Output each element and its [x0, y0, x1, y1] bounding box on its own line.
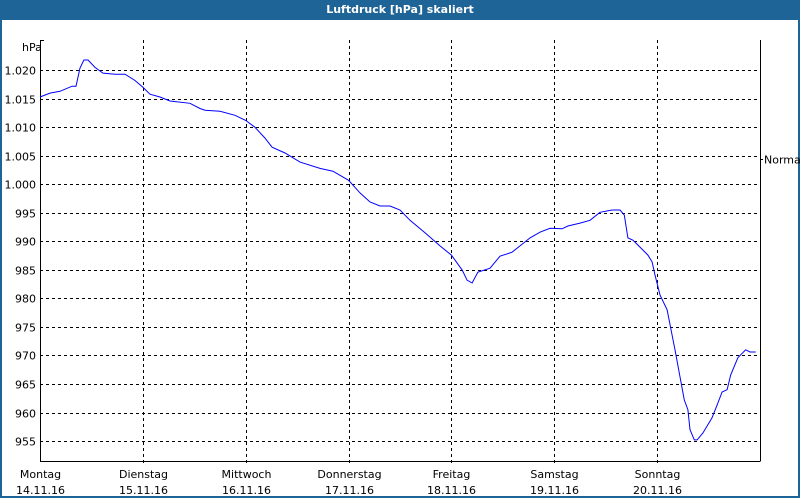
x-tick-day-label: Montag: [20, 468, 61, 481]
y-axis-unit-label: hPa: [22, 41, 42, 54]
y-tick-label: 965: [15, 379, 36, 392]
y-tick-label: 990: [15, 236, 36, 249]
y-tick-label: 1.000: [5, 179, 37, 192]
x-tick-day-label: Dienstag: [119, 468, 168, 481]
y-tick-label: 1.020: [5, 65, 37, 78]
y-tick-label: 985: [15, 265, 36, 278]
y-tick-label: 980: [15, 293, 36, 306]
pressure-line: [39, 59, 756, 441]
y-tick-label: 955: [15, 436, 36, 449]
x-tick-date-label: 19.11.16: [530, 484, 579, 497]
x-tick-date-label: 16.11.16: [222, 484, 271, 497]
y-tick-label: 1.010: [5, 122, 37, 135]
x-tick-date-label: 15.11.16: [119, 484, 168, 497]
x-tick-day-label: Samstag: [530, 468, 578, 481]
x-tick-day-label: Donnerstag: [317, 468, 381, 481]
x-tick-date-label: 18.11.16: [427, 484, 476, 497]
y-tick-label: 970: [15, 350, 36, 363]
x-tick-date-label: 14.11.16: [16, 484, 65, 497]
y-tick-label: 1.015: [5, 94, 37, 107]
y-tick-label: 975: [15, 322, 36, 335]
y-tick-label: 1.005: [5, 151, 37, 164]
x-tick-date-label: 20.11.16: [633, 484, 682, 497]
x-tick-day-label: Freitag: [433, 468, 471, 481]
title-bar: Luftdruck [hPa] skaliert: [0, 0, 800, 20]
x-tick-day-label: Sonntag: [635, 468, 681, 481]
normal-reference-label: Normal: [764, 154, 800, 167]
y-tick-label: 995: [15, 208, 36, 221]
y-tick-label: 960: [15, 408, 36, 421]
x-tick-day-label: Mittwoch: [222, 468, 272, 481]
x-tick-date-label: 17.11.16: [325, 484, 374, 497]
